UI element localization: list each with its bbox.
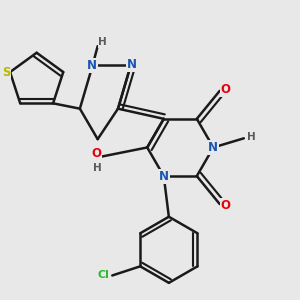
Text: H: H [93,163,102,173]
Text: N: N [87,59,97,72]
Text: O: O [221,199,231,212]
Text: O: O [92,147,101,160]
Text: S: S [2,66,10,79]
Text: H: H [98,37,107,47]
Text: N: N [159,169,169,183]
Text: O: O [221,83,231,96]
Text: H: H [247,132,256,142]
Text: Cl: Cl [97,271,109,281]
Text: N: N [208,141,218,154]
Text: N: N [127,58,137,71]
